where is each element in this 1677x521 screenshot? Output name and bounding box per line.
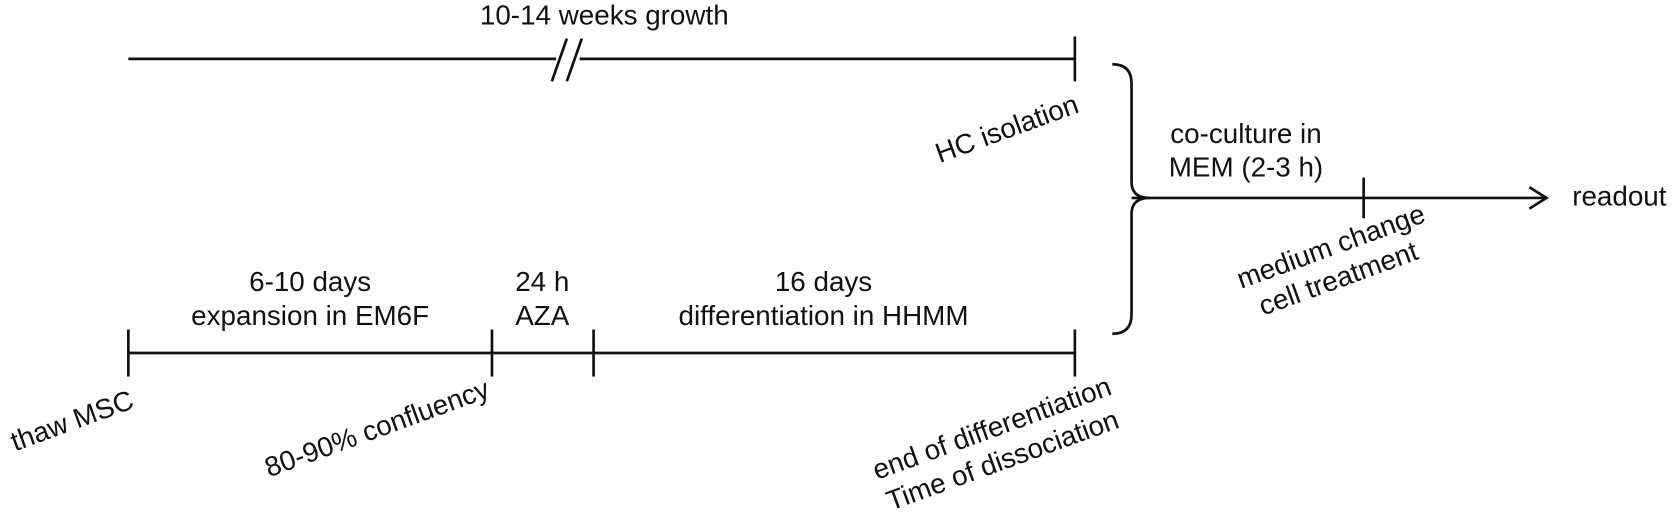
phase-label: AZA <box>515 300 570 331</box>
event-label: HC isolation <box>931 88 1082 168</box>
break-mark <box>565 38 584 82</box>
duration-label: 6-10 days <box>249 266 371 297</box>
arrow-head <box>1528 186 1550 210</box>
end-label: readout <box>1572 180 1667 211</box>
event-label: 80-90% confluency <box>260 373 493 483</box>
phase-label: MEM (2-3 h) <box>1169 151 1323 182</box>
duration-label: 24 h <box>515 266 569 297</box>
phase-label: expansion in EM6F <box>191 300 429 331</box>
break-mark <box>550 38 569 82</box>
phase-label: differentiation in HHMM <box>679 300 969 331</box>
duration-label: 16 days <box>775 266 872 297</box>
event-label: thaw MSC <box>6 384 137 457</box>
duration-label: 10-14 weeks growth <box>480 0 729 31</box>
phase-label: co-culture in <box>1170 118 1321 149</box>
